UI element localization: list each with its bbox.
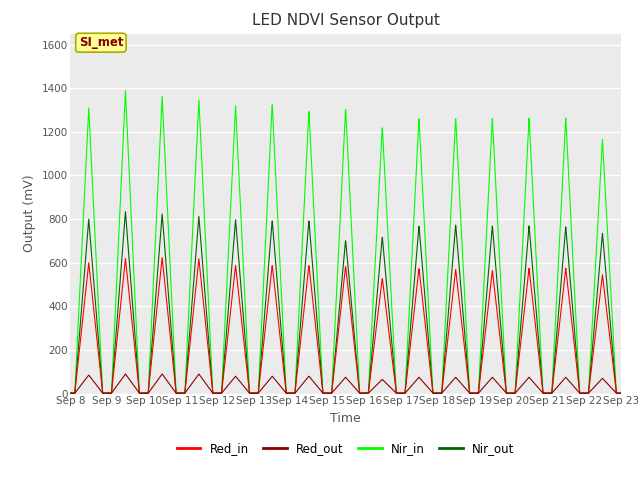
Line: Red_in: Red_in xyxy=(70,258,621,393)
Nir_in xyxy=(617,390,625,396)
Nir_in xyxy=(606,276,614,282)
Legend: Red_in, Red_out, Nir_in, Nir_out: Red_in, Red_out, Nir_in, Nir_out xyxy=(172,437,519,460)
Red_in xyxy=(162,292,170,298)
X-axis label: Time: Time xyxy=(330,412,361,425)
Nir_in xyxy=(122,88,129,94)
Red_in xyxy=(158,255,166,261)
Nir_in xyxy=(547,390,555,396)
Nir_in xyxy=(301,176,309,182)
Line: Nir_in: Nir_in xyxy=(70,91,621,393)
Text: SI_met: SI_met xyxy=(79,36,123,49)
Red_in xyxy=(67,390,74,396)
Red_out xyxy=(547,390,555,396)
Nir_in xyxy=(162,176,170,181)
Nir_in xyxy=(278,297,285,302)
Red_in xyxy=(606,337,614,343)
Red_out xyxy=(278,385,285,391)
Nir_out xyxy=(301,260,309,265)
Red_out xyxy=(301,377,309,383)
Nir_in xyxy=(67,390,74,396)
Nir_out xyxy=(547,390,555,396)
Red_in xyxy=(278,349,285,355)
Red_out xyxy=(122,371,129,377)
Red_in xyxy=(547,390,555,396)
Red_in xyxy=(617,390,625,396)
Nir_out xyxy=(606,319,614,324)
Line: Red_out: Red_out xyxy=(70,374,621,393)
Red_in xyxy=(129,330,137,336)
Red_out xyxy=(67,390,74,396)
Y-axis label: Output (mV): Output (mV) xyxy=(23,175,36,252)
Red_in xyxy=(301,293,309,299)
Red_out xyxy=(162,376,170,382)
Red_out xyxy=(129,382,137,388)
Red_out xyxy=(606,384,614,389)
Title: LED NDVI Sensor Output: LED NDVI Sensor Output xyxy=(252,13,440,28)
Nir_in xyxy=(129,259,137,265)
Nir_out xyxy=(278,334,285,340)
Nir_out xyxy=(67,390,74,396)
Red_out xyxy=(617,390,625,396)
Line: Nir_out: Nir_out xyxy=(70,212,621,393)
Nir_out xyxy=(129,312,137,317)
Nir_out xyxy=(122,209,129,215)
Nir_out xyxy=(162,261,170,266)
Nir_out xyxy=(617,390,625,396)
